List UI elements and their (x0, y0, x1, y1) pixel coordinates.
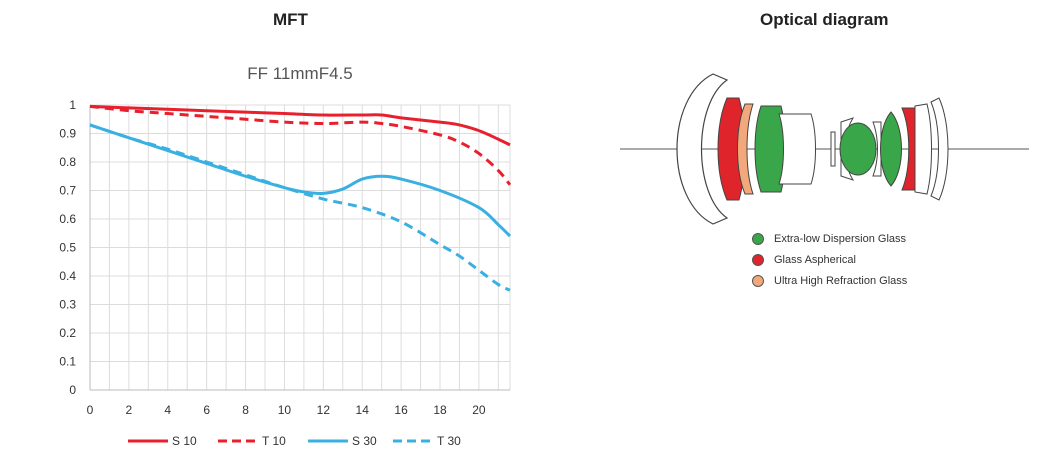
lens-element-2 (778, 113, 816, 185)
y-tick-label: 0.1 (59, 355, 76, 369)
chart-legend: S 10 T 10 S 30 T 30 (128, 434, 461, 448)
y-tick-label: 0 (69, 383, 76, 397)
x-tick-label: 18 (433, 403, 447, 417)
mtf-chart: FF 11mmF4.5 0 0.1 0.2 0.3 0.4 0.5 0.6 0.7 0.8 0.9… (59, 64, 512, 448)
legend-label: S 10 (172, 434, 197, 448)
y-tick-label: 0.8 (59, 155, 76, 169)
y-tick-label: 0.3 (59, 298, 76, 312)
lens-element-3 (830, 131, 836, 167)
optical-diagram (620, 73, 1029, 225)
y-tick-label: 0.9 (59, 127, 76, 141)
chart-series (89, 104, 512, 292)
optical-legend-item-aspherical: Glass Aspherical (752, 249, 907, 270)
optical-legend-item-uhr: Ultra High Refraction Glass (752, 270, 907, 291)
y-tick-label: 0.6 (59, 212, 76, 226)
lens-element-1 (676, 73, 729, 225)
series-line-s-10 (89, 104, 511, 147)
x-tick-label: 16 (394, 403, 408, 417)
ed-glass-swatch (752, 232, 764, 245)
uhr-glass-swatch (752, 274, 764, 287)
optical-legend-label: Glass Aspherical (774, 253, 856, 266)
x-tick-label: 10 (278, 403, 292, 417)
series-line-t-30 (89, 123, 511, 292)
series-line-s-30 (89, 123, 512, 238)
lens-element-ed-2 (839, 122, 877, 176)
x-tick-label: 8 (242, 403, 249, 417)
y-tick-label: 0.5 (59, 241, 76, 255)
x-tick-label: 4 (164, 403, 171, 417)
optical-legend-label: Extra-low Dispersion Glass (774, 232, 907, 245)
x-tick-label: 12 (317, 403, 331, 417)
x-tick-label: 6 (203, 403, 210, 417)
legend-label: T 30 (437, 434, 461, 448)
mft-heading: MFT (273, 10, 308, 29)
lens-element-6 (914, 103, 932, 195)
y-tick-label: 0.2 (59, 326, 76, 340)
y-tick-label: 0.4 (59, 269, 76, 283)
chart-title: FF 11mmF4.5 (247, 64, 352, 83)
chart-axes: 00.10.20.30.40.50.60.70.80.910 2 4 6 8 10 12 14… (59, 98, 510, 417)
optical-legend-item-ed: Extra-low Dispersion Glass (752, 228, 907, 249)
lens-element-ed-3 (880, 111, 902, 187)
lens-element-uhr (737, 103, 754, 195)
aspherical-glass-swatch (752, 253, 764, 266)
series-line-t-10 (89, 104, 512, 186)
legend-label: T 10 (262, 434, 286, 448)
x-tick-label: 2 (126, 403, 133, 417)
optical-legend-label: Ultra High Refraction Glass (774, 274, 908, 287)
lens-element-7 (930, 97, 949, 201)
optical-legend: Extra-low Dispersion Glass Glass Aspheri… (752, 228, 907, 291)
x-tick-label: 0 (87, 403, 94, 417)
optical-diagram-heading: Optical diagram (760, 10, 889, 29)
y-tick-label: 0.7 (59, 184, 76, 198)
legend-label: S 30 (352, 434, 377, 448)
lens-element-5 (872, 121, 882, 177)
y-tick-label: 1 (69, 98, 76, 112)
x-tick-label: 20 (472, 403, 486, 417)
x-tick-label: 14 (356, 403, 370, 417)
